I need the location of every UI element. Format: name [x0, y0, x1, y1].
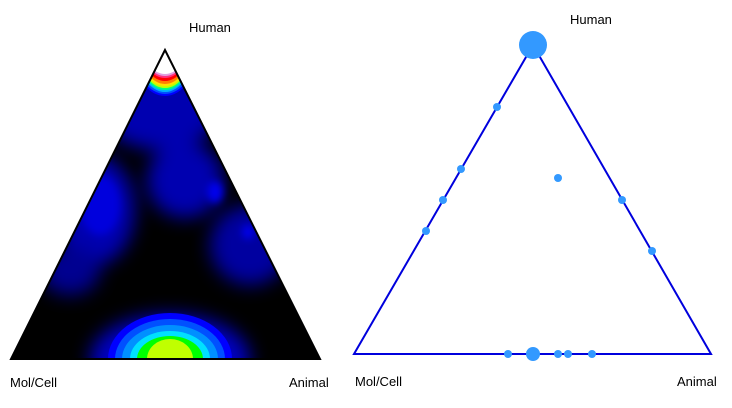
left-vertex-label-molcell: Mol/Cell: [10, 375, 57, 390]
right-vertex-label-human: Human: [570, 12, 612, 27]
right-vertex-label-molcell: Mol/Cell: [355, 374, 402, 389]
data-point: [493, 103, 501, 111]
right-vertex-label-animal: Animal: [677, 374, 717, 389]
data-point: [457, 165, 465, 173]
density-heatmap: [11, 50, 320, 359]
heatmap-triangle-border: [9, 47, 322, 360]
left-vertex-label-animal: Animal: [289, 375, 329, 390]
data-point: [554, 350, 562, 358]
data-point: [526, 347, 540, 361]
data-point: [554, 174, 562, 182]
data-point: [588, 350, 596, 358]
data-point: [439, 196, 447, 204]
data-point: [504, 350, 512, 358]
scatter-triangle-border: [352, 43, 713, 355]
data-point: [648, 247, 656, 255]
data-point: [519, 31, 547, 59]
data-point: [618, 196, 626, 204]
data-point: [422, 227, 430, 235]
left-vertex-label-human: Human: [189, 20, 231, 35]
data-point: [564, 350, 572, 358]
scatter-points: [422, 31, 656, 361]
